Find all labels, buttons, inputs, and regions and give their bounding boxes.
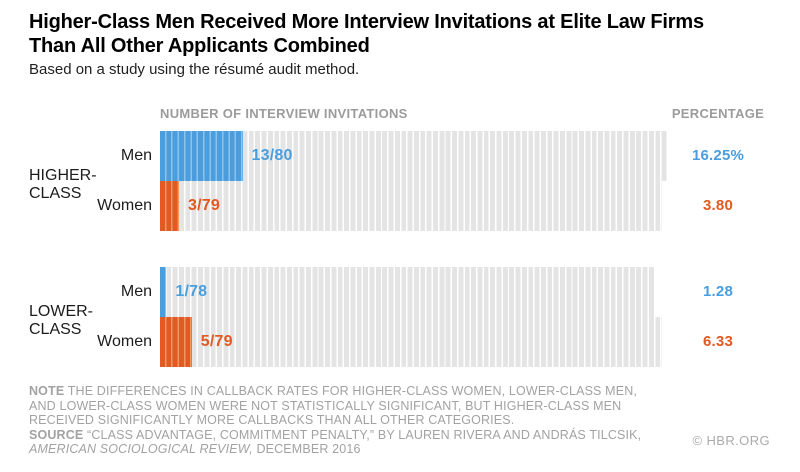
chart-title: Higher-Class Men Received More Interview…	[29, 11, 704, 57]
bar-fill	[160, 131, 243, 181]
copyright: © HBR.ORG	[692, 433, 770, 448]
chart-subtitle: Based on a study using the résumé audit …	[29, 61, 360, 78]
group-label: LOWER- CLASS	[29, 303, 93, 338]
source-label: SOURCE	[29, 427, 84, 442]
bar-fill	[160, 267, 167, 317]
value-label: 5/79	[200, 333, 233, 350]
column-header-invitations: NUMBER OF INTERVIEW INVITATIONS	[160, 106, 408, 121]
group-label: HIGHER- CLASS	[29, 167, 97, 202]
bar-fill	[160, 317, 192, 367]
percentage-label: 16.25%	[691, 147, 745, 164]
note-line: NOTE THE DIFFERENCES IN CALLBACK RATES F…	[29, 384, 641, 399]
value-label: 1/78	[175, 283, 208, 300]
column-header-percentage: PERCENTAGE	[671, 106, 765, 121]
percentage-label: 1.28	[703, 283, 733, 300]
value-label: 13/80	[251, 147, 293, 164]
note-text: THE DIFFERENCES IN CALLBACK RATES FOR HI…	[67, 384, 638, 398]
bar-fill	[160, 181, 180, 231]
bar-track	[160, 131, 668, 181]
value-label: 3/79	[188, 197, 220, 214]
note-label: NOTE	[29, 384, 65, 398]
percentage-label: 3.80	[703, 197, 733, 214]
bar-track	[160, 317, 662, 367]
bar-track	[160, 267, 656, 317]
row-label: Men	[120, 283, 152, 300]
row-label: Women	[97, 333, 152, 350]
percentage-label: 6.33	[703, 333, 733, 350]
bar-track	[160, 181, 662, 231]
source-journal: AMERICAN SOCIOLOGICAL REVIEW,	[29, 442, 253, 457]
row-label: Men	[120, 147, 152, 164]
source-line: AMERICAN SOCIOLOGICAL REVIEW, DECEMBER 2…	[29, 442, 641, 457]
note-line: RECEIVED SIGNIFICANTLY MORE CALLBACKS TH…	[29, 413, 515, 428]
note-line: AND LOWER-CLASS WOMEN WERE NOT STATISTIC…	[29, 398, 622, 413]
source-line: SOURCE “CLASS ADVANTAGE, COMMITMENT PENA…	[29, 428, 641, 443]
source-date: DECEMBER 2016	[256, 442, 361, 457]
footnote: NOTE THE DIFFERENCES IN CALLBACK RATES F…	[29, 384, 641, 457]
source-text: “CLASS ADVANTAGE, COMMITMENT PENALTY,” B…	[87, 427, 642, 442]
row-label: Women	[97, 197, 152, 214]
